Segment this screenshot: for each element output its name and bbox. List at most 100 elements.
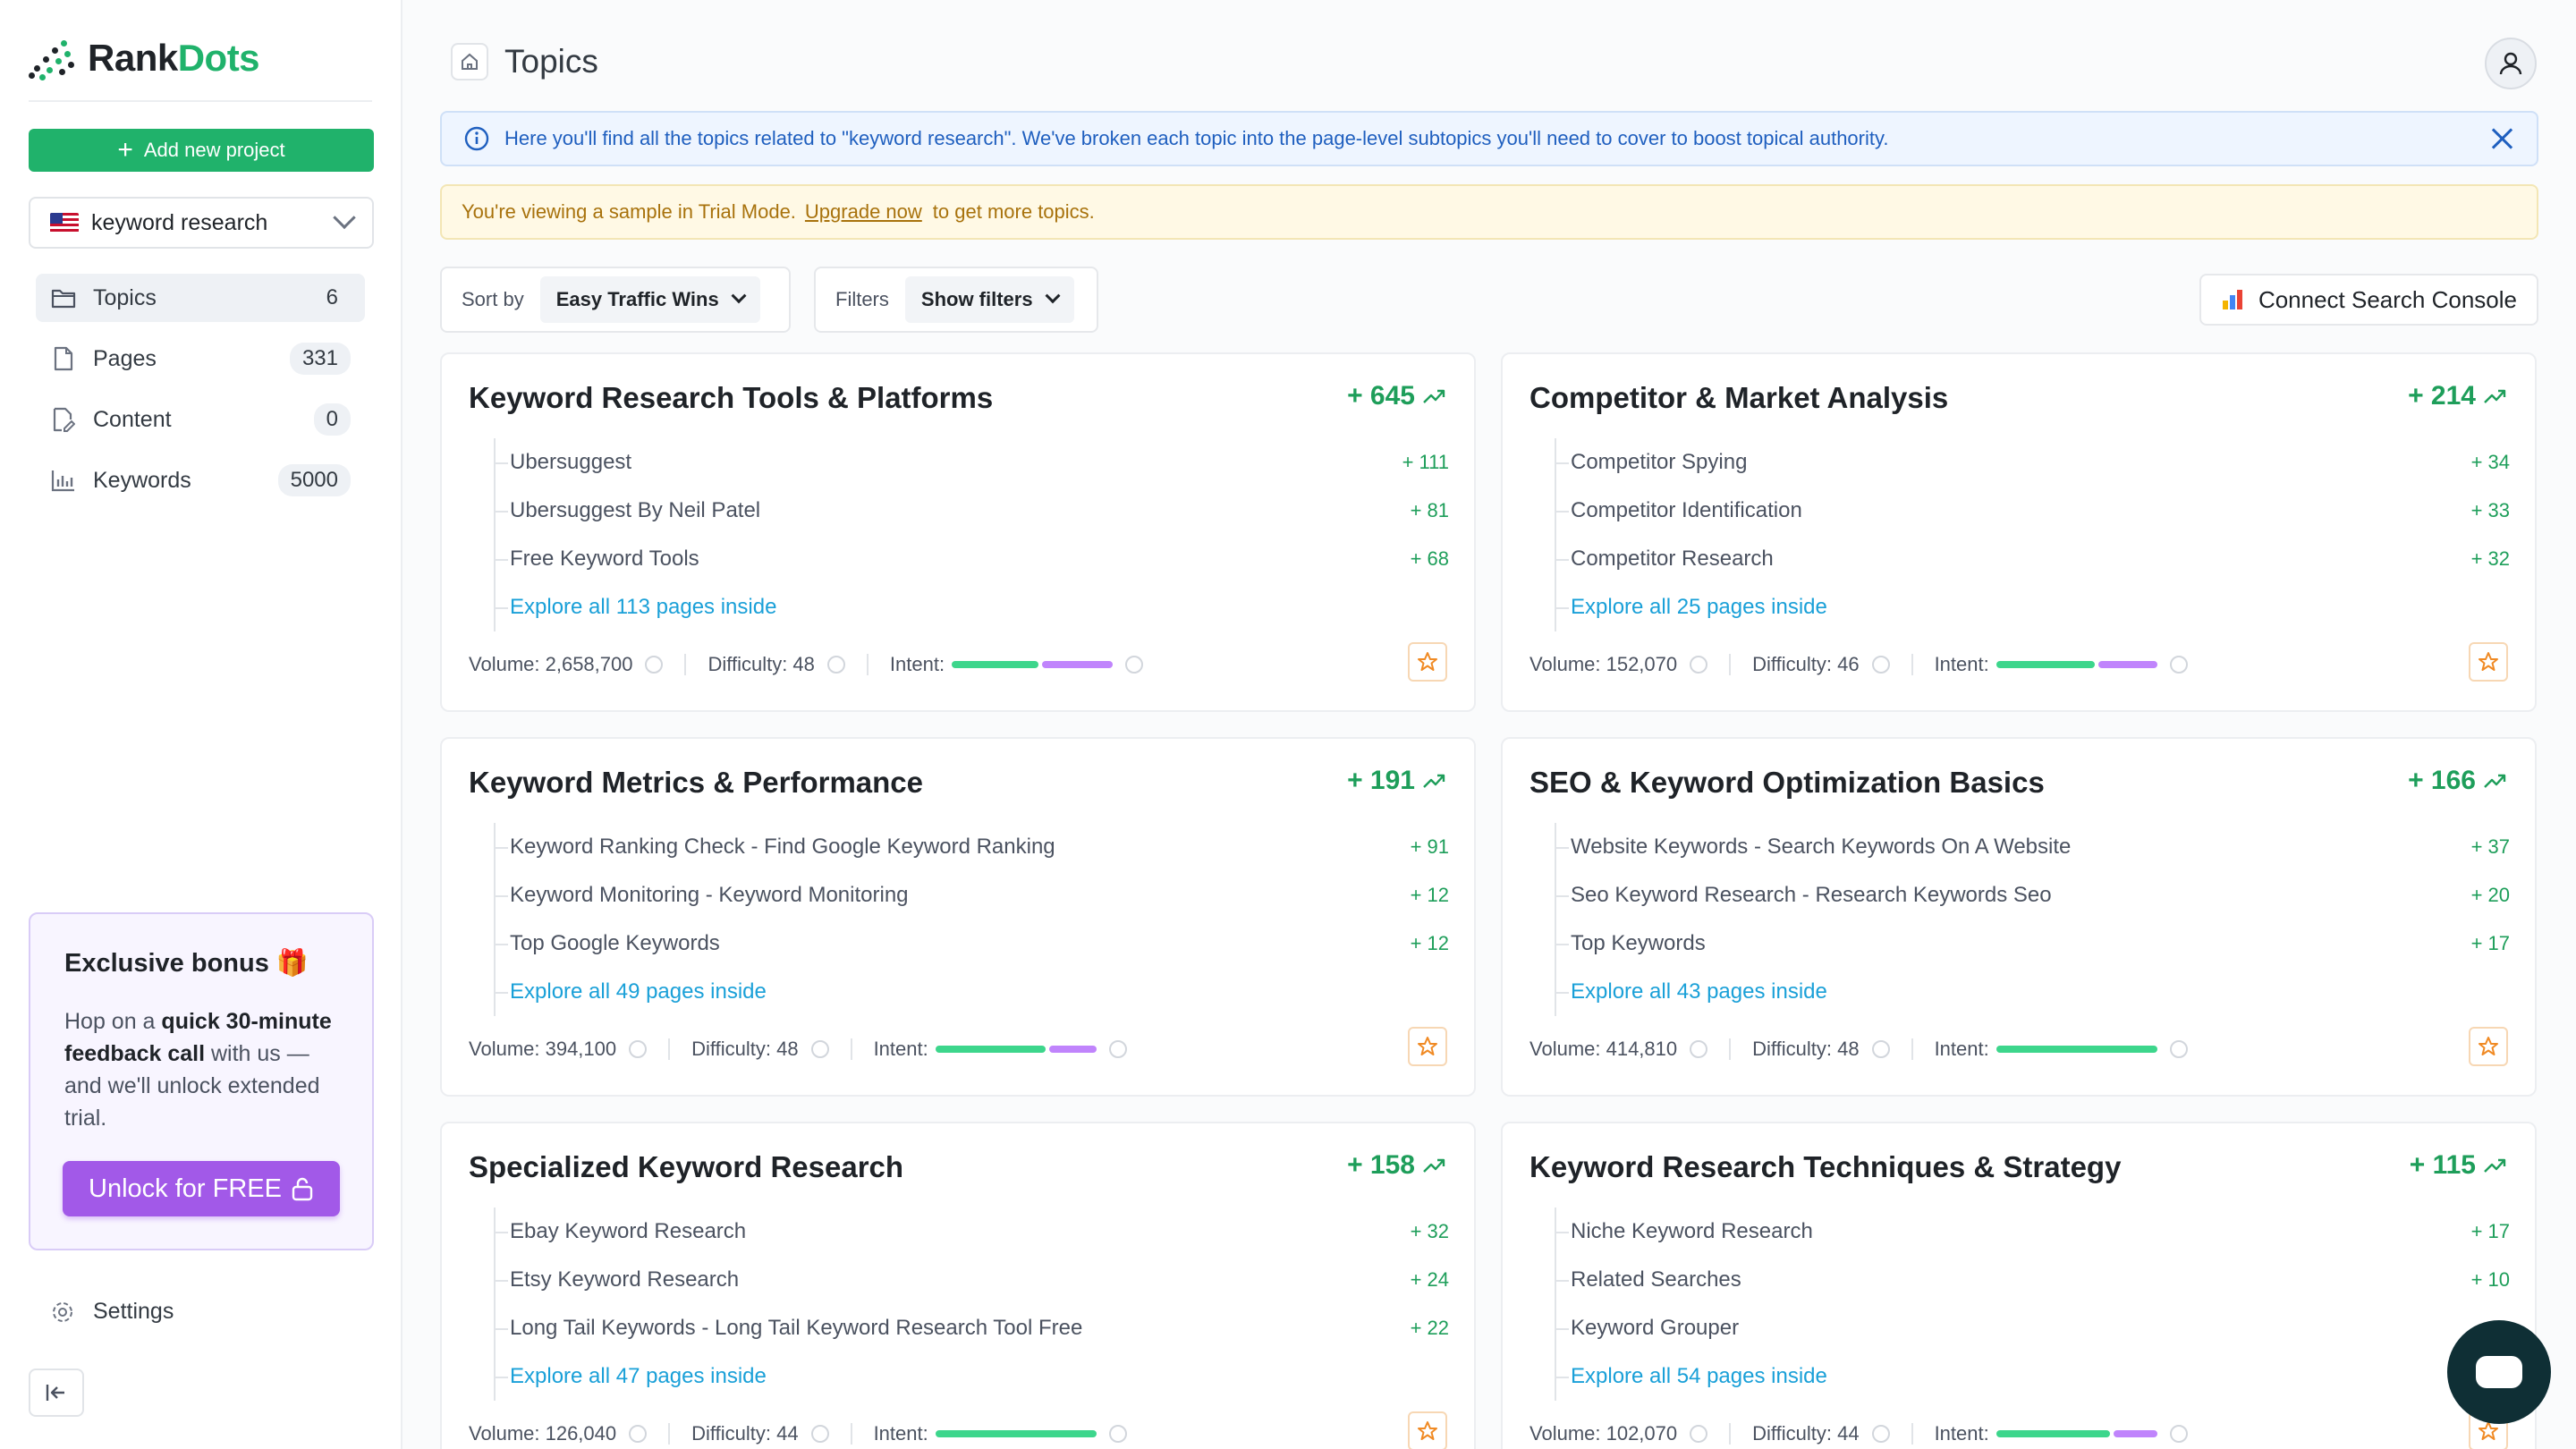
explore-pages-link[interactable]: Explore all 54 pages inside	[1556, 1352, 2510, 1401]
file-icon	[50, 345, 77, 372]
help-icon[interactable]	[810, 1040, 829, 1058]
logo[interactable]: RankDots	[29, 36, 260, 80]
user-avatar-button[interactable]	[2485, 38, 2537, 89]
help-icon[interactable]	[629, 1425, 648, 1443]
explore-pages-link[interactable]: Explore all 113 pages inside	[496, 583, 1449, 631]
subtopic-item[interactable]: Website Keywords - Search Keywords On A …	[1556, 823, 2510, 871]
favorite-star-button[interactable]	[1408, 1411, 1447, 1449]
home-button[interactable]	[451, 43, 488, 80]
help-icon[interactable]	[826, 656, 845, 674]
explore-pages-link[interactable]: Explore all 43 pages inside	[1556, 968, 2510, 1016]
topic-title: SEO & Keyword Optimization Basics	[1530, 766, 2045, 799]
topic-card[interactable]: Competitor & Market Analysis + 214 Compe…	[1501, 352, 2537, 712]
subtopic-count: + 24	[1410, 1268, 1449, 1291]
subtopic-item[interactable]: Related Searches + 10	[1556, 1256, 2510, 1304]
help-icon[interactable]	[1690, 1425, 1708, 1443]
unlock-for-free-button[interactable]: Unlock for FREE	[63, 1161, 340, 1216]
filters-dropdown[interactable]: Show filters	[904, 276, 1074, 323]
topic-card[interactable]: SEO & Keyword Optimization Basics + 166 …	[1501, 737, 2537, 1097]
subtopic-item[interactable]: Keyword Grouper	[1556, 1304, 2510, 1352]
explore-pages-link[interactable]: Explore all 49 pages inside	[496, 968, 1449, 1016]
help-icon[interactable]	[1690, 656, 1708, 674]
help-icon[interactable]	[629, 1040, 648, 1058]
topic-card[interactable]: Keyword Research Techniques & Strategy +…	[1501, 1122, 2537, 1449]
subtopic-item[interactable]: Top Google Keywords + 12	[496, 919, 1449, 968]
trending-up-icon	[2484, 1158, 2506, 1173]
favorite-star-button[interactable]	[2469, 1027, 2508, 1066]
difficulty-value: Difficulty: 48	[691, 1038, 799, 1060]
help-icon[interactable]	[2169, 1425, 2188, 1443]
subtopic-item[interactable]: Ubersuggest + 111	[496, 438, 1449, 487]
subtopic-item[interactable]: Competitor Spying + 34	[1556, 438, 2510, 487]
subtopic-count: + 17	[2470, 1220, 2510, 1242]
favorite-star-button[interactable]	[1408, 642, 1447, 682]
sidebar-item-content[interactable]: Content 0	[36, 395, 365, 444]
us-flag-icon	[50, 213, 79, 233]
subtopic-item[interactable]: Niche Keyword Research + 17	[1556, 1208, 2510, 1256]
explore-pages-link[interactable]: Explore all 47 pages inside	[496, 1352, 1449, 1401]
chat-widget-button[interactable]	[2447, 1320, 2551, 1424]
topic-metrics: Volume: 394,100 Difficulty: 48 Intent:	[469, 1038, 1127, 1061]
subtopic-item[interactable]: Free Keyword Tools + 68	[496, 535, 1449, 583]
subtopic-item[interactable]: Top Keywords + 17	[1556, 919, 2510, 968]
topic-title: Competitor & Market Analysis	[1530, 381, 1949, 414]
page-title: Topics	[504, 43, 598, 80]
project-name: keyword research	[91, 209, 268, 235]
info-text: Here you'll find all the topics related …	[504, 127, 1889, 149]
intent-bar	[1996, 1046, 2157, 1053]
favorite-star-button[interactable]	[1408, 1027, 1447, 1066]
subtopic-item[interactable]: Long Tail Keywords - Long Tail Keyword R…	[496, 1304, 1449, 1352]
topic-card[interactable]: Keyword Research Tools & Platforms + 645…	[440, 352, 1476, 712]
topic-card[interactable]: Keyword Metrics & Performance + 191 Keyw…	[440, 737, 1476, 1097]
subtopic-count: + 32	[1410, 1220, 1449, 1242]
subtopic-item[interactable]: Competitor Research + 32	[1556, 535, 2510, 583]
help-icon[interactable]	[2169, 1040, 2188, 1058]
help-icon[interactable]	[1125, 656, 1144, 674]
explore-pages-link[interactable]: Explore all 25 pages inside	[1556, 583, 2510, 631]
project-select[interactable]: keyword research	[29, 197, 374, 249]
star-icon	[1418, 1037, 1437, 1055]
intent-bar	[935, 1046, 1097, 1053]
collapse-icon	[46, 1385, 64, 1401]
subtopic-item[interactable]: Seo Keyword Research - Research Keywords…	[1556, 871, 2510, 919]
settings-link[interactable]: Settings	[50, 1299, 174, 1325]
subtopic-item[interactable]: Keyword Monitoring - Keyword Monitoring +…	[496, 871, 1449, 919]
help-icon[interactable]	[1871, 1040, 1890, 1058]
count-badge: 0	[313, 403, 351, 436]
topic-total: + 645	[1347, 381, 1445, 411]
subtopic-item[interactable]: Ubersuggest By Neil Patel + 81	[496, 487, 1449, 535]
help-icon[interactable]	[1690, 1040, 1708, 1058]
help-icon[interactable]	[1871, 656, 1890, 674]
sidebar-item-keywords[interactable]: Keywords 5000	[36, 456, 365, 504]
subtopic-count: + 10	[2470, 1268, 2510, 1291]
favorite-star-button[interactable]	[2469, 642, 2508, 682]
sidebar-item-topics[interactable]: Topics 6	[36, 274, 365, 322]
exclusive-bonus-panel: Exclusive bonus 🎁 Hop on a quick 30-minu…	[29, 912, 374, 1250]
add-new-project-button[interactable]: + Add new project	[29, 129, 374, 172]
subtopic-item[interactable]: Ebay Keyword Research + 32	[496, 1208, 1449, 1256]
collapse-sidebar-button[interactable]	[29, 1368, 84, 1417]
difficulty-value: Difficulty: 48	[708, 653, 815, 675]
star-icon	[2479, 652, 2498, 671]
difficulty-value: Difficulty: 46	[1752, 653, 1860, 675]
user-icon	[2499, 52, 2522, 75]
chevron-down-icon	[731, 288, 747, 304]
help-icon[interactable]	[2169, 656, 2188, 674]
subtopic-item[interactable]: Etsy Keyword Research + 24	[496, 1256, 1449, 1304]
topic-total: + 166	[2408, 766, 2506, 796]
sort-dropdown[interactable]: Easy Traffic Wins	[539, 276, 760, 323]
help-icon[interactable]	[810, 1425, 829, 1443]
volume-value: Volume: 126,040	[469, 1422, 617, 1445]
topic-metrics: Volume: 152,070 Difficulty: 46 Intent:	[1530, 653, 2188, 676]
help-icon[interactable]	[1108, 1040, 1127, 1058]
connect-search-console-button[interactable]: Connect Search Console	[2199, 274, 2538, 326]
sidebar-item-pages[interactable]: Pages 331	[36, 335, 365, 383]
topic-card[interactable]: Specialized Keyword Research + 158 Ebay …	[440, 1122, 1476, 1449]
close-icon[interactable]	[2488, 125, 2515, 152]
help-icon[interactable]	[1108, 1425, 1127, 1443]
upgrade-now-link[interactable]: Upgrade now	[804, 200, 922, 223]
help-icon[interactable]	[1871, 1425, 1890, 1443]
help-icon[interactable]	[645, 656, 664, 674]
subtopic-item[interactable]: Competitor Identification + 33	[1556, 487, 2510, 535]
subtopic-item[interactable]: Keyword Ranking Check - Find Google Keyw…	[496, 823, 1449, 871]
